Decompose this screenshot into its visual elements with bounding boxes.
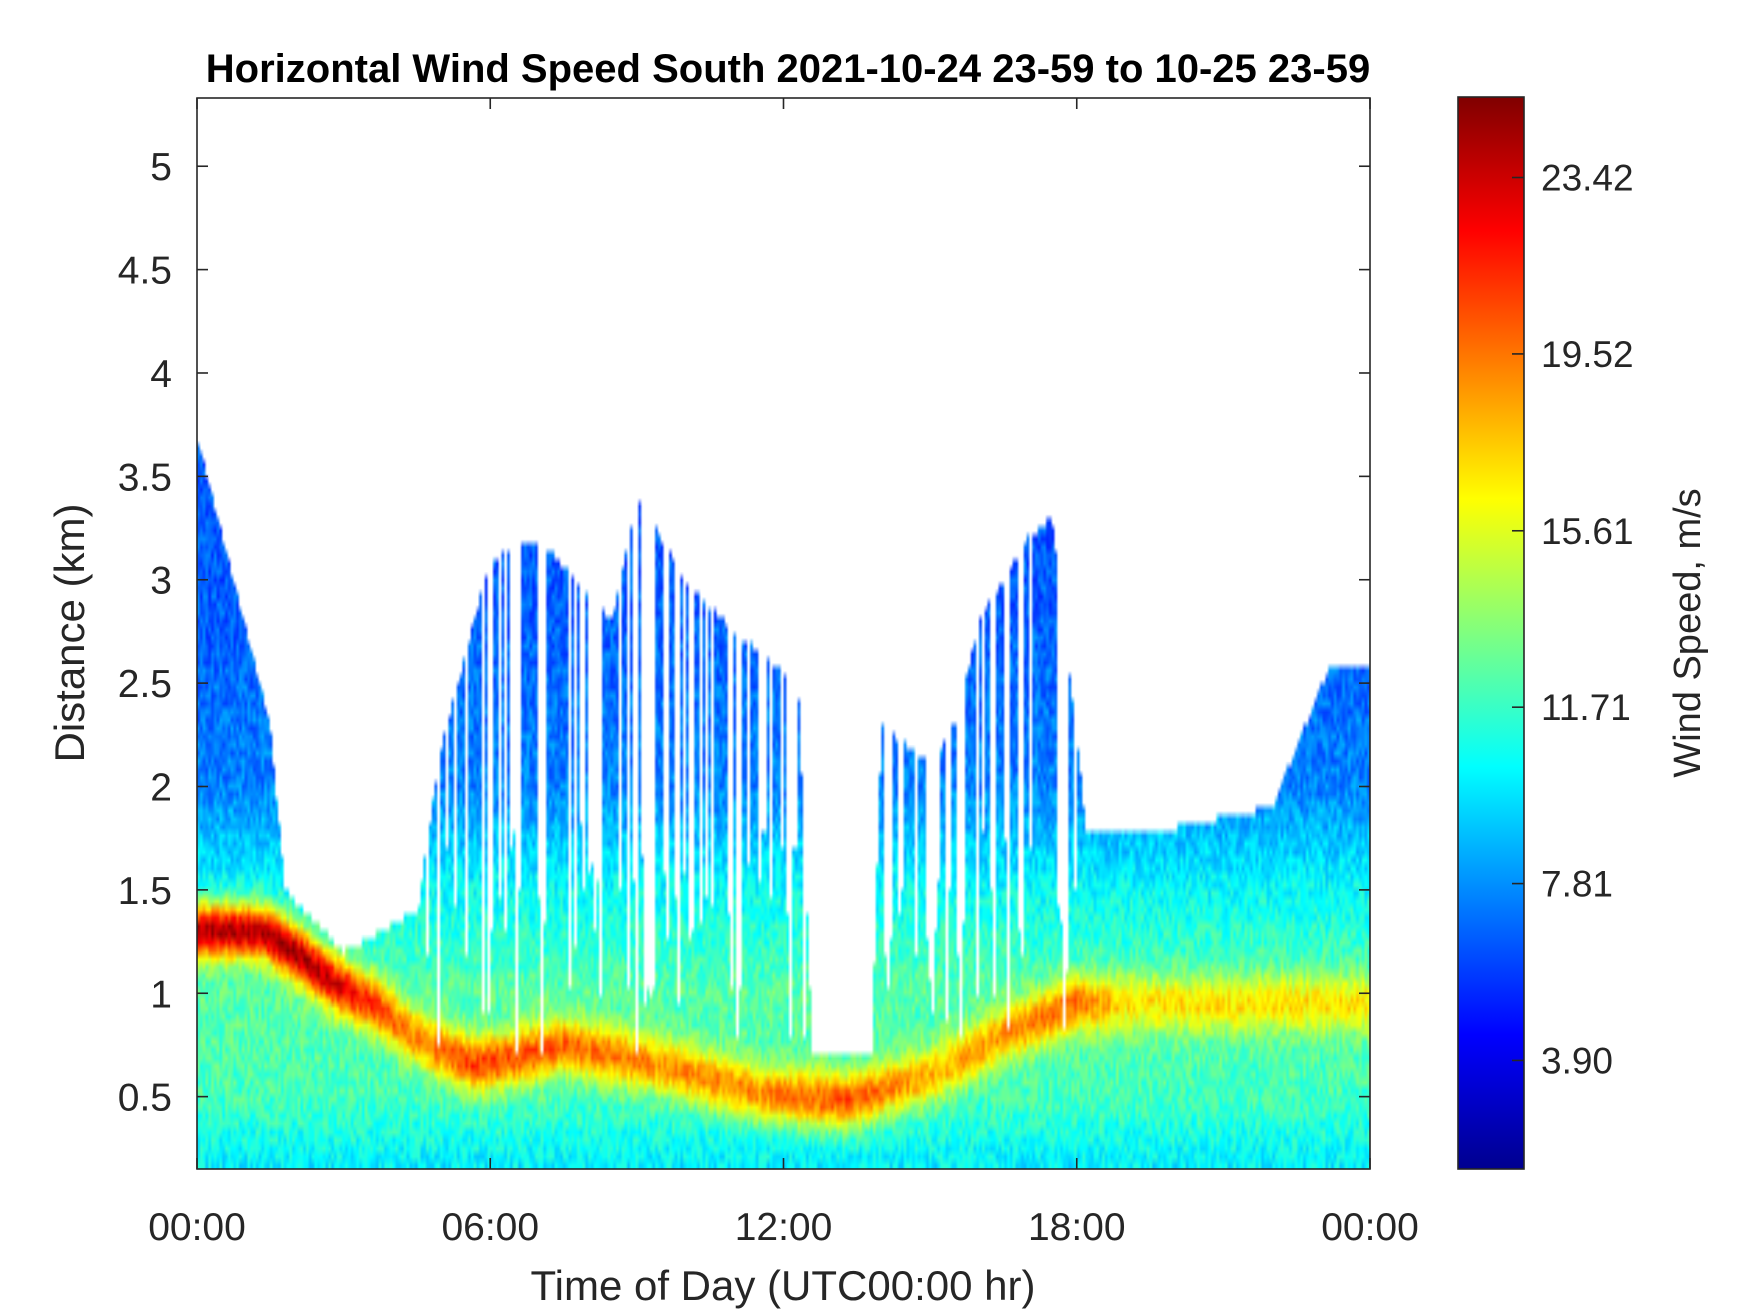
heatmap-layer [197,98,1370,1169]
x-tick-label: 06:00 [441,1206,539,1249]
x-axis-label: Time of Day (UTC00:00 hr) [531,1262,1036,1309]
y-tick-label: 1.5 [118,870,172,913]
colorbar-tick-label: 19.52 [1541,334,1634,375]
x-tick-label: 18:00 [1028,1206,1126,1249]
y-tick-label: 2 [150,767,172,810]
colorbar-tick-label: 3.90 [1541,1040,1613,1081]
y-tick-label: 0.5 [118,1077,172,1120]
colorbar-tick-label: 15.61 [1541,511,1634,552]
colorbar-tick-label: 7.81 [1541,864,1613,905]
chart-title: Horizontal Wind Speed South 2021-10-24 2… [206,47,1370,91]
x-tick-label: 00:00 [148,1206,246,1249]
y-axis-label: Distance (km) [46,503,93,762]
colorbar-tick-label: 11.71 [1541,687,1631,728]
colorbar-tick-label: 23.42 [1541,158,1634,199]
colorbar-axis: 3.90 7.81 11.71 15.61 19.52 23.42 [1512,158,1634,1081]
colorbar [1457,96,1525,1170]
y-tick-label: 2.5 [118,663,172,706]
y-tick-label: 4.5 [118,250,172,293]
y-tick-label: 3 [150,560,172,603]
x-axis: 00:00 06:00 12:00 18:00 00:00 [148,98,1419,1249]
y-tick-label: 1 [150,973,172,1016]
y-tick-label: 3.5 [118,456,172,499]
heatmap-raster [197,98,1370,1169]
x-tick-label: 12:00 [735,1206,833,1249]
colorbar-label: Wind Speed, m/s [1667,488,1709,777]
x-tick-label: 00:00 [1321,1206,1419,1249]
y-tick-label: 5 [150,146,172,189]
y-tick-label: 4 [150,353,172,396]
y-axis: 0.5 1 1.5 2 2.5 3 3.5 4 4.5 5 [118,146,1370,1120]
